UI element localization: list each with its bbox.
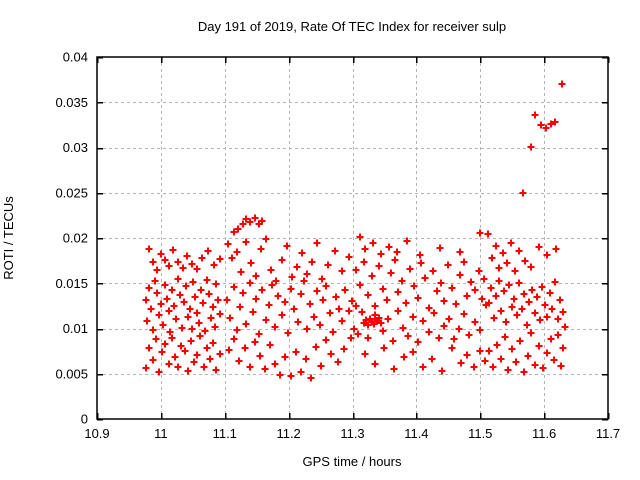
x-tick-label: 10.9 <box>84 426 109 441</box>
tick-labels: 10.9 11 11.1 11.2 11.3 11.4 11.5 11.6 11.7 0 0.005… <box>55 50 620 442</box>
x-tick-label: 11.3 <box>340 426 364 441</box>
y-tick-label: 0.01 <box>63 321 88 336</box>
y-tick-label: 0.005 <box>55 366 88 381</box>
y-tick-label: 0.03 <box>63 140 88 155</box>
grid-lines <box>97 57 608 419</box>
data-points <box>142 80 569 382</box>
y-tick-label: 0.035 <box>55 95 88 110</box>
x-tick-label: 11.2 <box>276 426 300 441</box>
x-tick-label: 11 <box>154 426 168 441</box>
y-axis-label: ROTI / TECUs <box>1 196 16 280</box>
y-tick-label: 0.02 <box>63 231 88 246</box>
y-tick-label: 0.04 <box>63 50 88 65</box>
y-tick-label: 0.025 <box>55 185 88 200</box>
x-tick-label: 11.6 <box>532 426 556 441</box>
y-tick-label: 0 <box>81 412 88 427</box>
x-tick-label: 11.5 <box>468 426 492 441</box>
x-tick-label: 11.1 <box>213 426 237 441</box>
scatter-series-roti <box>142 80 569 382</box>
x-axis-label: GPS time / hours <box>303 454 402 469</box>
chart-title: Day 191 of 2019, Rate Of TEC Index for r… <box>198 19 506 34</box>
x-tick-label: 11.4 <box>404 426 428 441</box>
y-tick-label: 0.015 <box>55 276 88 291</box>
plot-border <box>96 56 609 420</box>
x-tick-label: 11.7 <box>596 426 620 441</box>
